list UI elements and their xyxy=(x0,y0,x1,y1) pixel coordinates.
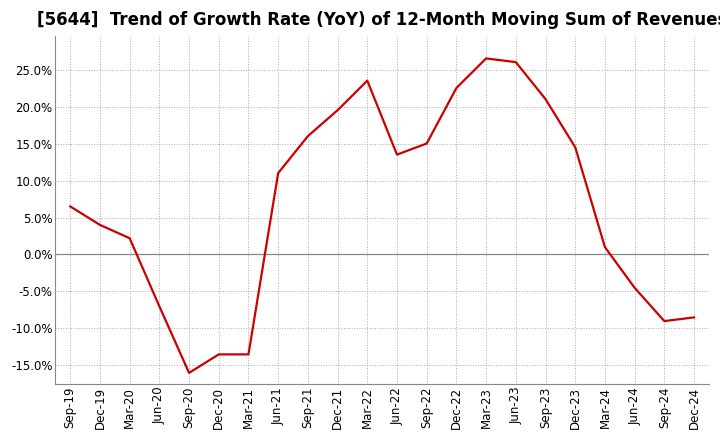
Title: [5644]  Trend of Growth Rate (YoY) of 12-Month Moving Sum of Revenues: [5644] Trend of Growth Rate (YoY) of 12-… xyxy=(37,11,720,29)
